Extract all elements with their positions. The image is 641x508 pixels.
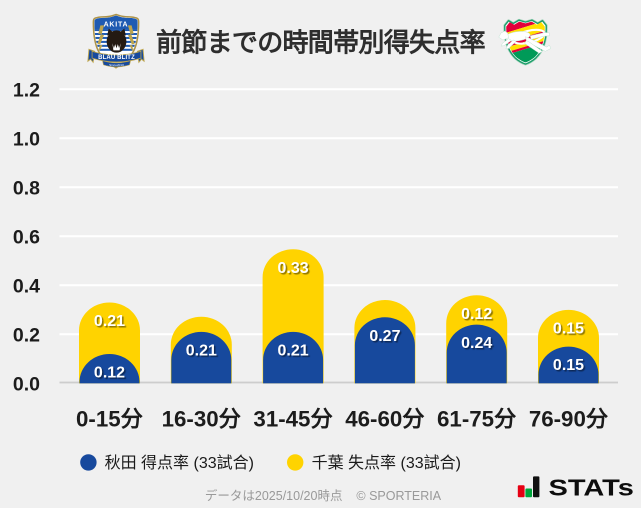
svg-text:0.21: 0.21 (278, 343, 309, 360)
svg-text:千葉 失点率 (33試合): 千葉 失点率 (33試合) (312, 454, 461, 472)
svg-text:0.15: 0.15 (553, 357, 584, 374)
svg-text:76-90分: 76-90分 (529, 407, 609, 432)
svg-text:Since2010: Since2010 (109, 63, 124, 67)
svg-text:0.15: 0.15 (553, 321, 584, 338)
svg-text:STATs: STATs (549, 474, 634, 500)
svg-text:秋田 得点率 (33試合): 秋田 得点率 (33試合) (105, 454, 254, 472)
svg-text:0-15分: 0-15分 (76, 407, 144, 432)
svg-text:0.33: 0.33 (278, 260, 309, 277)
svg-text:0.27: 0.27 (369, 328, 400, 345)
svg-text:31-45分: 31-45分 (253, 407, 333, 432)
svg-text:前節までの時間帯別得失点率: 前節までの時間帯別得失点率 (156, 28, 486, 58)
svg-text:0.24: 0.24 (461, 335, 492, 352)
svg-text:46-60分: 46-60分 (345, 407, 425, 432)
svg-text:AKITA: AKITA (104, 22, 129, 29)
svg-text:0.4: 0.4 (13, 275, 40, 297)
svg-text:1.2: 1.2 (13, 79, 40, 101)
svg-text:データは2025/10/20時点: データは2025/10/20時点 (205, 488, 343, 503)
svg-text:1.0: 1.0 (13, 128, 40, 150)
svg-text:0.12: 0.12 (461, 306, 492, 323)
svg-text:0.8: 0.8 (13, 177, 40, 199)
svg-text:61-75分: 61-75分 (437, 407, 517, 432)
svg-text:0.21: 0.21 (186, 343, 217, 360)
svg-text:0.2: 0.2 (13, 324, 40, 346)
svg-text:0.6: 0.6 (13, 226, 40, 248)
svg-text:16-30分: 16-30分 (162, 407, 242, 432)
svg-text:0.0: 0.0 (13, 373, 40, 395)
svg-text:0.12: 0.12 (94, 365, 125, 382)
svg-text:© SPORTERIA: © SPORTERIA (356, 489, 441, 503)
svg-text:0.21: 0.21 (94, 313, 125, 330)
svg-text:BLAU BLITZ: BLAU BLITZ (98, 55, 135, 61)
